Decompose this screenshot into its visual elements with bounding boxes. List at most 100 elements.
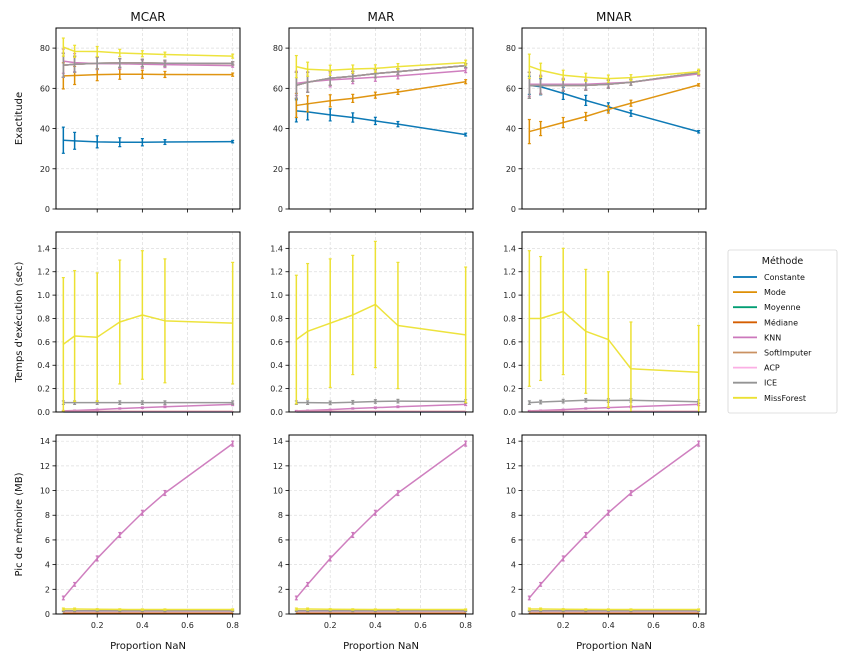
data-point xyxy=(528,317,530,320)
y-tick-label: 10 xyxy=(273,487,283,496)
x-tick-label: 0.4 xyxy=(136,621,149,630)
panel-mcar-row1: 0.0 0.2 0.4 0.6 0.8 1.0 1.2 1.4 Temps d'exécutio… xyxy=(13,231,241,417)
y-tick-label: 1.0 xyxy=(37,291,50,300)
legend-label: Moyenne xyxy=(764,303,801,312)
data-point xyxy=(562,92,564,94)
series-ice xyxy=(294,609,468,613)
plot-area xyxy=(522,28,706,209)
y-tick-label: 0.0 xyxy=(270,408,283,417)
data-point xyxy=(397,66,399,68)
y-tick-label: 1.4 xyxy=(37,244,50,253)
x-tick-label: 0.6 xyxy=(414,621,427,630)
legend-label: KNN xyxy=(764,333,781,342)
data-point xyxy=(562,608,564,610)
data-point xyxy=(562,409,564,411)
data-point xyxy=(397,492,399,494)
data-point xyxy=(585,99,587,101)
data-point xyxy=(232,141,234,143)
series-ice xyxy=(61,400,235,406)
legend-item-ice: ICE xyxy=(733,379,777,388)
data-point xyxy=(374,120,376,122)
data-point xyxy=(540,127,542,130)
data-point xyxy=(374,608,376,611)
y-tick-label: 8 xyxy=(45,511,50,520)
series-knn xyxy=(61,440,235,601)
series-missforest xyxy=(61,37,235,59)
panel-mnar-row1: 0.0 0.2 0.4 0.6 0.8 1.0 1.2 1.4 xyxy=(503,231,707,417)
data-point xyxy=(96,50,98,53)
legend-label: ICE xyxy=(764,379,777,388)
y-tick-label: 6 xyxy=(278,536,283,545)
data-point xyxy=(352,401,354,403)
data-point xyxy=(329,608,331,610)
axes-frame xyxy=(55,434,241,615)
data-point xyxy=(352,75,354,77)
y-tick-label: 0.2 xyxy=(37,385,50,394)
data-point xyxy=(698,71,700,73)
data-point xyxy=(119,321,121,323)
y-tick-label: 1.0 xyxy=(503,291,516,300)
data-point xyxy=(698,84,700,86)
data-point xyxy=(329,322,331,324)
y-tick-label: 20 xyxy=(40,165,50,174)
data-point xyxy=(374,67,376,70)
data-point xyxy=(141,512,143,514)
data-point xyxy=(585,76,587,78)
y-tick-label: 0 xyxy=(278,205,283,214)
data-point xyxy=(528,130,530,133)
data-point xyxy=(352,68,354,70)
y-tick-label: 12 xyxy=(273,462,283,471)
data-point xyxy=(164,608,166,611)
data-point xyxy=(62,139,64,141)
data-point xyxy=(630,608,632,611)
data-point xyxy=(295,608,297,610)
data-point xyxy=(465,443,467,445)
series-line xyxy=(529,608,699,611)
data-point xyxy=(540,608,542,610)
legend-label: Constante xyxy=(764,273,805,282)
data-point xyxy=(630,77,632,79)
y-tick-label: 1.2 xyxy=(503,268,516,277)
data-point xyxy=(62,597,64,599)
legend-title: Méthode xyxy=(762,256,804,267)
data-point xyxy=(585,608,587,611)
plot-area xyxy=(522,232,706,412)
y-tick-label: 2 xyxy=(278,585,283,594)
data-point xyxy=(119,52,121,54)
series-missforest xyxy=(527,247,701,412)
data-point xyxy=(607,83,609,85)
data-point xyxy=(232,62,234,64)
x-tick-label: 0.4 xyxy=(602,621,615,630)
y-tick-label: 20 xyxy=(506,165,516,174)
axes-frame xyxy=(288,231,474,413)
y-tick-label: 0.4 xyxy=(503,361,516,370)
data-point xyxy=(630,112,632,114)
data-point xyxy=(232,443,234,445)
data-point xyxy=(465,334,467,336)
data-point xyxy=(164,406,166,408)
legend-item-acp: ACP xyxy=(733,364,780,373)
data-point xyxy=(465,133,467,136)
data-point xyxy=(329,557,331,560)
data-point xyxy=(141,608,143,611)
x-tick-label: 0.6 xyxy=(647,621,660,630)
data-point xyxy=(62,343,64,345)
series-missforest xyxy=(527,607,701,611)
x-tick-label: 0.2 xyxy=(324,621,337,630)
data-point xyxy=(119,62,121,64)
x-axis-label: Proportion NaN xyxy=(110,641,186,652)
data-point xyxy=(62,608,64,610)
data-point xyxy=(562,121,564,124)
y-tick-label: 6 xyxy=(45,536,50,545)
data-point xyxy=(562,557,564,560)
legend-box xyxy=(727,249,838,414)
data-point xyxy=(528,608,530,610)
legend-item-médiane: Médiane xyxy=(733,317,798,327)
data-point xyxy=(585,534,587,536)
y-axis-label: Pic de mémoire (MB) xyxy=(13,472,25,576)
series-line xyxy=(63,608,233,611)
data-point xyxy=(232,608,234,611)
data-point xyxy=(119,73,121,75)
axes-frame xyxy=(288,27,474,210)
x-tick-label: 0.4 xyxy=(369,621,382,630)
